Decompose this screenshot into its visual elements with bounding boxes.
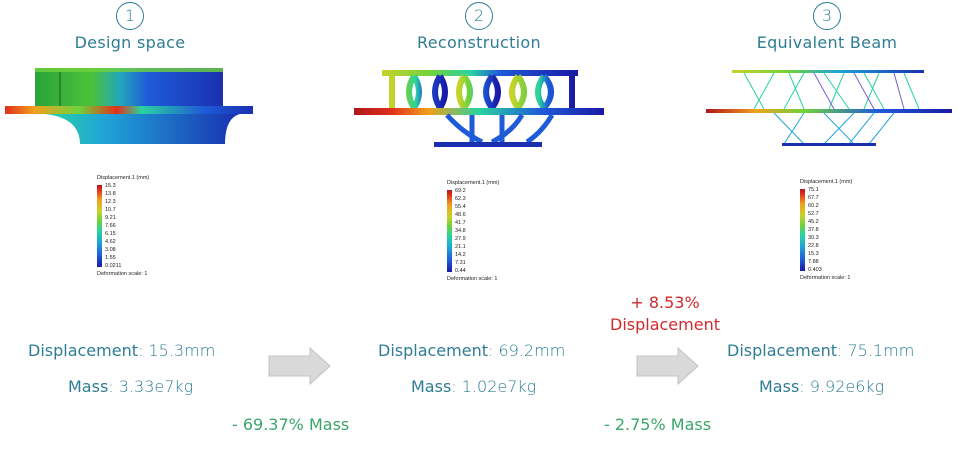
legend-tick: 3.08 <box>105 247 116 253</box>
displacement-label: Displacement <box>378 341 488 360</box>
legend-footer: Deformation scale: 1 <box>800 275 851 281</box>
legend-tick: 52.7 <box>808 211 819 217</box>
displacement-legend-2: Displacement.1 (mm) 69.2 62.3 55.4 48.6 … <box>447 180 537 290</box>
step-number-1: 1 <box>116 2 144 30</box>
legend-tick: 75.1 <box>808 187 819 193</box>
legend-tick: 9.21 <box>105 215 116 221</box>
legend-tick: 7.31 <box>455 260 466 266</box>
color-scale-bar <box>800 189 805 271</box>
legend-ticks: 15.3 13.8 12.3 10.7 9.21 7.66 6.15 4.62 … <box>105 183 121 269</box>
step-number-2: 2 <box>465 2 493 30</box>
legend-tick: 37.8 <box>808 227 819 233</box>
legend-tick: 21.1 <box>455 244 466 250</box>
legend-tick: 4.62 <box>105 239 116 245</box>
equivalent-beam-model <box>706 70 952 146</box>
stage-title-3: Equivalent Beam <box>756 33 898 52</box>
legend-footer: Deformation scale: 1 <box>447 276 498 282</box>
stage-title-2: Reconstruction <box>417 33 541 52</box>
legend-tick: 10.7 <box>105 207 116 213</box>
legend-tick: 13.8 <box>105 191 116 197</box>
mass-value: : 3.33e7kg <box>108 377 194 396</box>
legend-tick: 14.2 <box>455 252 466 258</box>
color-scale-bar <box>97 185 102 267</box>
legend-tick: 1.55 <box>105 255 116 261</box>
color-scale-bar <box>447 190 452 272</box>
displacement-change-percent: + 8.53% <box>630 293 700 312</box>
legend-tick: 6.15 <box>105 231 116 237</box>
displacement-legend-3: Displacement.1 (mm) 75.1 67.7 60.2 52.7 … <box>800 179 890 289</box>
displacement-metric-2: Displacement: 69.2mm <box>378 341 565 360</box>
legend-tick: 34.8 <box>455 228 466 234</box>
legend-tick: 48.6 <box>455 212 466 218</box>
legend-tick: 55.4 <box>455 204 466 210</box>
mass-label: Mass <box>759 377 800 396</box>
displacement-label: Displacement <box>727 341 837 360</box>
legend-tick: 45.2 <box>808 219 819 225</box>
mass-metric-1: Mass: 3.33e7kg <box>68 377 193 396</box>
right-arrow-icon <box>636 346 699 386</box>
displacement-legend-1: Displacement.1 (mm) 15.3 13.8 12.3 10.7 … <box>97 175 187 285</box>
stage-1-header: 1 Design space <box>0 0 260 52</box>
legend-title: Displacement.1 (mm) <box>97 175 150 181</box>
legend-tick: 41.7 <box>455 220 466 226</box>
legend-tick: 22.8 <box>808 243 819 249</box>
legend-tick: 60.2 <box>808 203 819 209</box>
displacement-value: : 69.2mm <box>488 341 566 360</box>
legend-ticks: 69.2 62.3 55.4 48.6 41.7 34.8 27.9 21.1 … <box>455 188 466 274</box>
legend-title: Displacement.1 (mm) <box>800 179 853 185</box>
step-number-3: 3 <box>813 2 841 30</box>
legend-tick: 0.44 <box>455 268 466 274</box>
legend-title: Displacement.1 (mm) <box>447 180 500 186</box>
displacement-metric-3: Displacement: 75.1mm <box>727 341 914 360</box>
design-space-model <box>5 68 253 144</box>
mass-change-1: - 69.37% Mass <box>232 415 350 434</box>
legend-ticks: 75.1 67.7 60.2 52.7 45.2 37.8 30.3 22.8 … <box>808 187 822 273</box>
legend-tick: 62.3 <box>455 196 466 202</box>
stage-2-header: 2 Reconstruction <box>349 0 609 52</box>
displacement-value: : 15.3mm <box>138 341 216 360</box>
displacement-value: : 75.1mm <box>837 341 915 360</box>
legend-tick: 67.7 <box>808 195 819 201</box>
mass-metric-2: Mass: 1.02e7kg <box>411 377 536 396</box>
stage-3-header: 3 Equivalent Beam <box>697 0 957 52</box>
legend-tick: 69.2 <box>455 188 466 194</box>
legend-tick: 0.0211 <box>105 263 122 269</box>
displacement-label: Displacement <box>28 341 138 360</box>
mass-metric-3: Mass: 9.92e6kg <box>759 377 884 396</box>
displacement-change-label: Displacement <box>610 315 720 334</box>
mass-value: : 9.92e6kg <box>799 377 885 396</box>
legend-footer: Deformation scale: 1 <box>97 271 148 277</box>
legend-tick: 27.9 <box>455 236 466 242</box>
legend-tick: 12.3 <box>105 199 116 205</box>
legend-tick: 7.88 <box>808 259 819 265</box>
right-arrow-icon <box>268 346 331 386</box>
mass-label: Mass <box>68 377 109 396</box>
legend-tick: 30.3 <box>808 235 819 241</box>
displacement-change: + 8.53% Displacement <box>600 292 730 336</box>
legend-tick: 15.3 <box>105 183 116 189</box>
mass-change-2: - 2.75% Mass <box>604 415 712 434</box>
mass-label: Mass <box>411 377 452 396</box>
displacement-metric-1: Displacement: 15.3mm <box>28 341 215 360</box>
stage-title-1: Design space <box>74 33 186 52</box>
mass-value: : 1.02e7kg <box>451 377 537 396</box>
legend-tick: 0.403 <box>808 267 822 273</box>
legend-tick: 7.66 <box>105 223 116 229</box>
reconstruction-model <box>354 70 604 147</box>
legend-tick: 15.3 <box>808 251 819 257</box>
